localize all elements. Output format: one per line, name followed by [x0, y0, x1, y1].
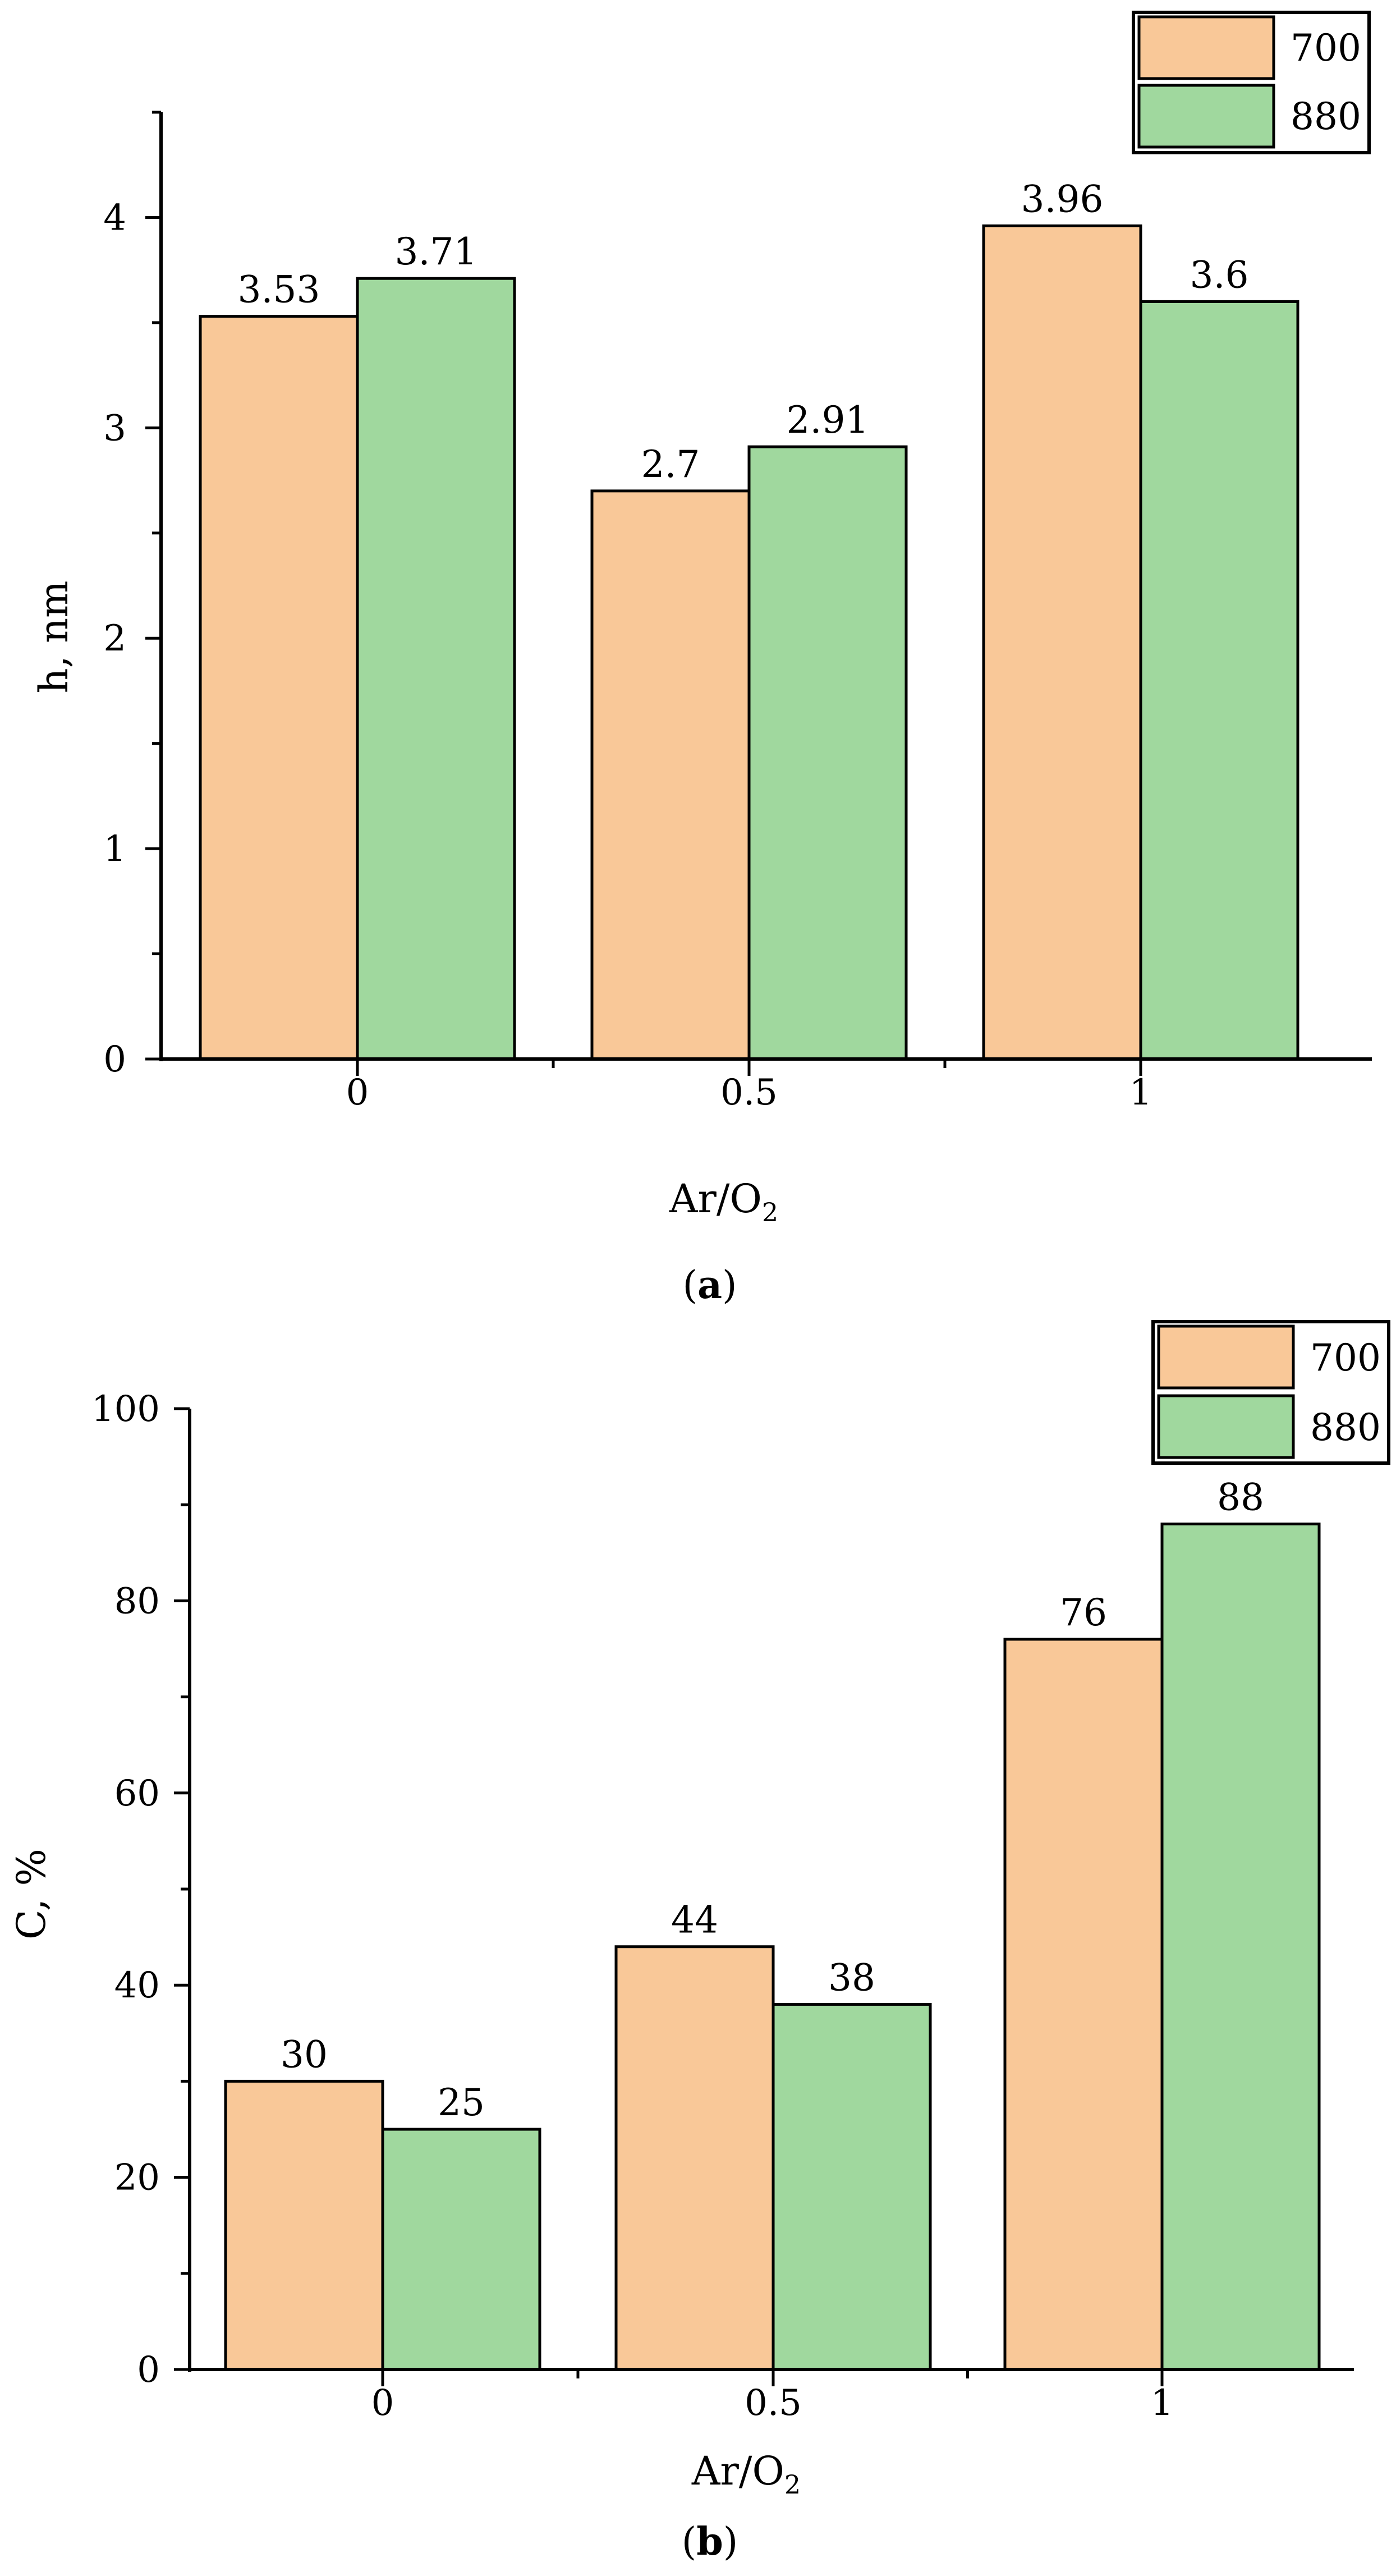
x-tick-label-a: 0.5	[720, 1072, 778, 1113]
value-label-700-1-a: 3.96	[1021, 177, 1104, 221]
y-axis-title-a: h, nm	[31, 580, 77, 693]
bar-700-0-a	[199, 315, 359, 1061]
y-axis-title-b: C, %	[8, 1849, 54, 1940]
x-axis-title-main-a: Ar/O	[669, 1176, 762, 1222]
x-tick-label-a: 1	[1129, 1072, 1152, 1113]
bar-880-0.5-a	[747, 445, 908, 1061]
value-label-880-0-b: 25	[438, 2081, 485, 2124]
y-tick-label-b: 40	[114, 1965, 160, 2006]
bar-880-0-a	[356, 277, 516, 1061]
x-tick-label-b: 0	[371, 2382, 394, 2424]
x-axis-title-b: Ar/O2	[691, 2448, 801, 2500]
bar-880-1-b	[1160, 1522, 1321, 2371]
x-tick-label-a: 0	[346, 1072, 369, 1113]
y-tick-label-a: 4	[103, 197, 126, 239]
y-tick-label-b: 80	[114, 1580, 160, 1622]
value-label-700-1-b: 76	[1060, 1591, 1107, 1634]
value-label-880-0.5-a: 2.91	[787, 398, 869, 442]
y-tick-label-b: 0	[137, 2349, 160, 2391]
panel-caption-a: (a)	[682, 1263, 737, 1308]
chart-b: 700 880 C, % Ar/O2 (b) 30447625388802040…	[8, 1320, 1390, 2564]
legend-label-700-a: 700	[1291, 26, 1361, 70]
y-tick-label-a: 2	[103, 618, 126, 659]
value-label-880-0-a: 3.71	[395, 230, 477, 273]
legend-swatch-880-a	[1137, 84, 1275, 149]
legend-label-880-a: 880	[1291, 95, 1361, 138]
y-tick-label-b: 100	[91, 1388, 160, 1430]
chart-a: 700 880 h, nm Ar/O2 (a) 3.532.73.963.712…	[31, 11, 1372, 1308]
legend-label-880-b: 880	[1310, 1406, 1381, 1449]
bar-700-1-b	[1003, 1638, 1164, 2371]
value-label-700-0.5-a: 2.7	[641, 443, 700, 486]
x-axis-title-main-b: Ar/O	[691, 2448, 784, 2494]
value-label-880-0.5-b: 38	[828, 1956, 875, 1999]
x-tick-label-b: 0.5	[745, 2382, 802, 2424]
value-label-700-0.5-b: 44	[671, 1899, 718, 1942]
bar-700-0-b	[224, 2079, 384, 2371]
bar-700-0.5-a	[590, 489, 751, 1061]
legend-swatch-880-b	[1157, 1394, 1295, 1459]
bar-880-0.5-b	[772, 2002, 932, 2371]
x-axis-title-sub-b: 2	[784, 2469, 801, 2500]
legend-swatch-700-a	[1137, 15, 1275, 80]
legend-label-700-b: 700	[1310, 1336, 1381, 1379]
legend-swatch-700-b	[1157, 1324, 1295, 1390]
value-label-700-0-b: 30	[281, 2033, 328, 2076]
bar-880-1-a	[1139, 300, 1299, 1061]
value-label-880-1-a: 3.6	[1190, 253, 1249, 296]
value-label-700-0-a: 3.53	[238, 268, 320, 311]
bar-880-0-b	[381, 2128, 541, 2371]
y-tick-label-a: 0	[103, 1039, 126, 1080]
y-tick-label-a: 1	[103, 828, 126, 870]
x-axis-title-sub-a: 2	[762, 1197, 778, 1227]
bar-700-1-a	[982, 224, 1142, 1061]
panel-caption-b: (b)	[682, 2519, 738, 2564]
value-label-880-1-b: 88	[1217, 1475, 1264, 1519]
y-tick-label-b: 60	[114, 1773, 160, 1814]
y-tick-label-a: 3	[103, 407, 126, 449]
y-tick-label-b: 20	[114, 2157, 160, 2199]
x-tick-label-b: 1	[1151, 2382, 1174, 2424]
x-axis-title-a: Ar/O2	[669, 1176, 778, 1227]
bar-700-0.5-b	[614, 1945, 775, 2371]
